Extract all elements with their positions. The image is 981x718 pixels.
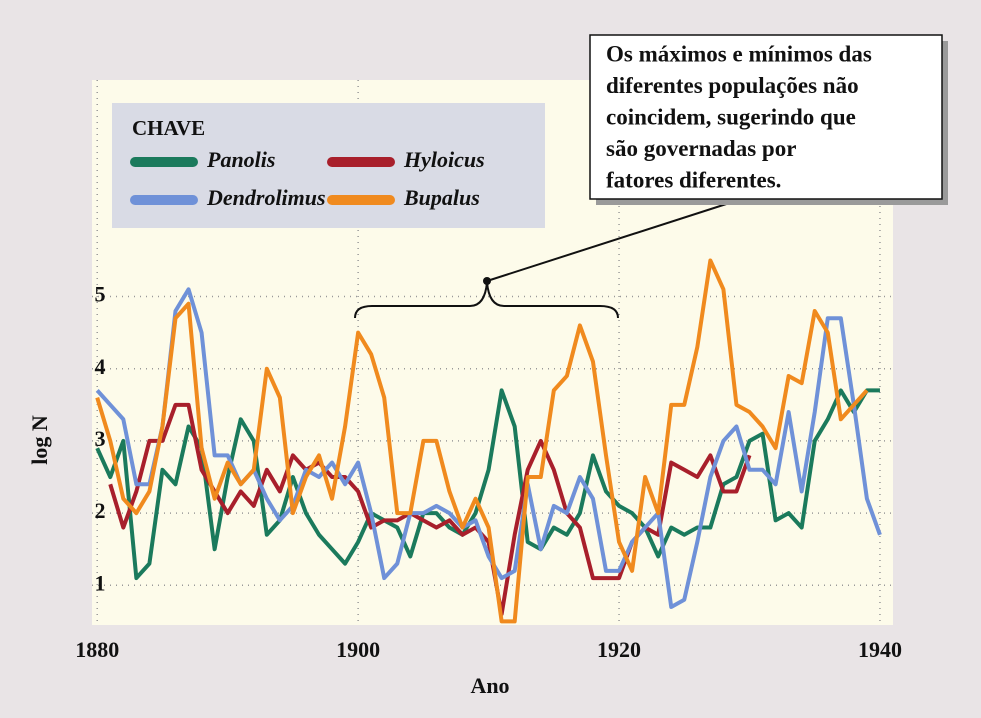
annotation: Os máximos e mínimos das diferentes popul…: [606, 41, 872, 192]
annotation-line: diferentes populações não: [606, 73, 859, 98]
legend-label: Dendrolimus: [206, 185, 326, 210]
pointer: [486, 197, 746, 282]
note-box: [589, 34, 943, 200]
legend-label: Hyloicus: [403, 147, 485, 172]
y-tick-label: 3: [95, 426, 106, 451]
x-tick-label: 1920: [597, 637, 641, 662]
annotation-line: coincidem, sugerindo que: [606, 104, 856, 129]
annotation-line: Os máximos e mínimos das: [606, 41, 872, 66]
x-axis-label: Ano: [470, 673, 509, 698]
series-line: [95, 287, 882, 609]
y-tick-label: 5: [95, 282, 106, 307]
annotation-line: são governadas por: [606, 136, 796, 161]
lines: [95, 258, 882, 624]
y-tick-label: 1: [95, 570, 106, 595]
y-axis-label: log N: [27, 415, 52, 465]
legend-title: CHAVE: [132, 116, 205, 140]
ticks: 1 2 3 4 5 1880 1900 1920 1940: [75, 282, 902, 662]
series-line: [95, 388, 880, 581]
annotation-line: fatores diferentes.: [606, 167, 781, 192]
x-tick-label: 1940: [858, 637, 902, 662]
y-tick-label: 4: [95, 354, 106, 379]
series-line: [95, 258, 869, 624]
legend-label: Panolis: [206, 147, 275, 172]
y-tick-label: 2: [95, 498, 106, 523]
x-tick-label: 1900: [336, 637, 380, 662]
legend-label: Bupalus: [403, 185, 480, 210]
x-tick-label: 1880: [75, 637, 119, 662]
legend: Panolis Hyloicus Dendrolimus Bupalus: [130, 147, 485, 210]
